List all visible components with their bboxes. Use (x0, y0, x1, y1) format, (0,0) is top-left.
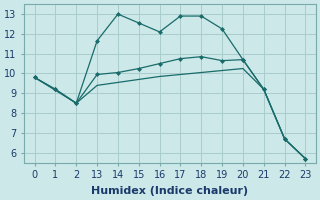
X-axis label: Humidex (Indice chaleur): Humidex (Indice chaleur) (92, 186, 249, 196)
